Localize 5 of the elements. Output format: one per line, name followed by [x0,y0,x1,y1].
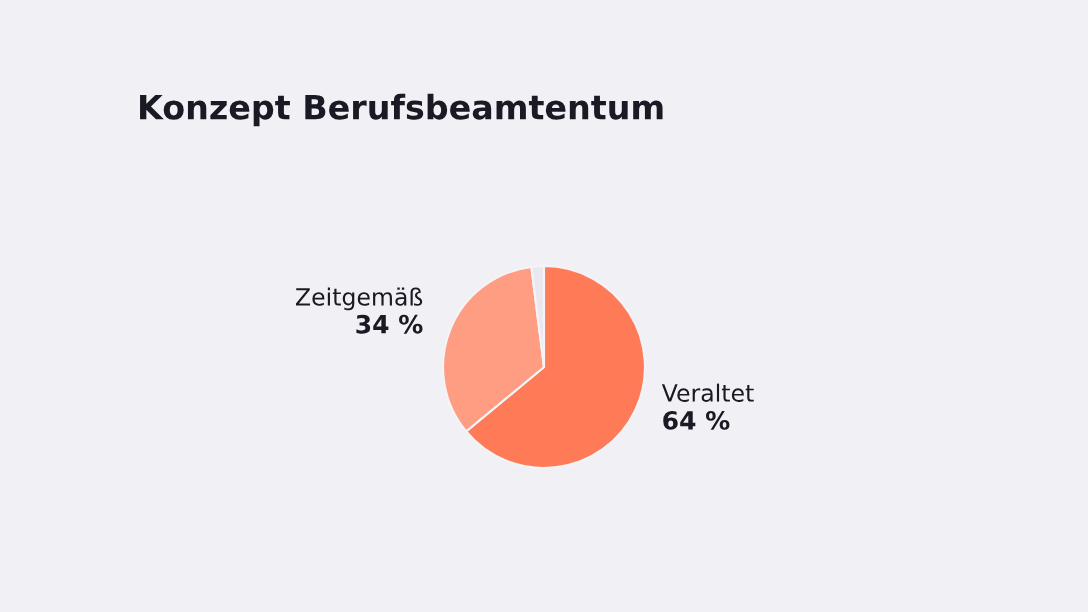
chart-title: Konzept Berufsbeamtentum [140,93,663,127]
data-label: 34 % [356,314,423,334]
slice-label: Zeitgemäß [295,287,423,311]
data-label: 64 % [663,410,730,430]
slice-label: Veraltet [661,383,754,402]
